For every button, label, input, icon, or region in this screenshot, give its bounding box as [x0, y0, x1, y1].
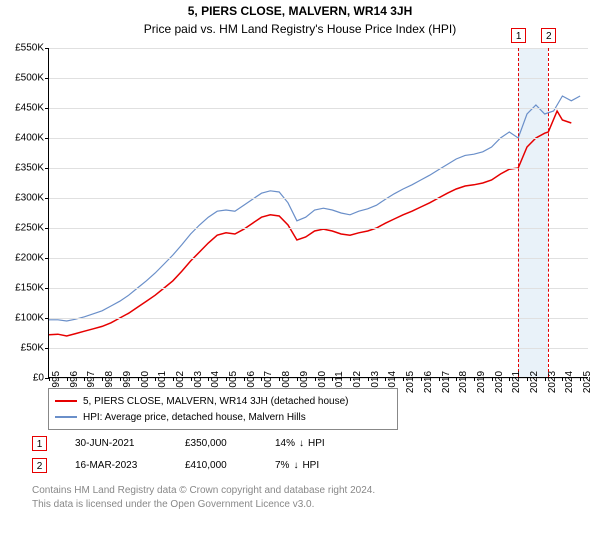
xtick-label: 2019	[476, 371, 487, 393]
ytick-label: £500K	[15, 73, 44, 84]
xtick-label: 2024	[564, 371, 575, 393]
xtick-label: 2020	[494, 371, 505, 393]
event-diff: 14% ↓ HPI	[275, 438, 395, 449]
ytick-label: £350K	[15, 163, 44, 174]
footer-line: Contains HM Land Registry data © Crown c…	[32, 484, 572, 498]
page-title: 5, PIERS CLOSE, MALVERN, WR14 3JH	[0, 0, 600, 18]
legend-item: 5, PIERS CLOSE, MALVERN, WR14 3JH (detac…	[55, 393, 391, 409]
ytick-label: £550K	[15, 43, 44, 54]
legend-swatch	[55, 416, 77, 418]
ytick-label: £200K	[15, 253, 44, 264]
marker-box-icon: 2	[541, 28, 556, 43]
xtick-label: 2017	[441, 371, 452, 393]
ytick-label: £150K	[15, 283, 44, 294]
marker-box-icon: 1	[511, 28, 526, 43]
legend: 5, PIERS CLOSE, MALVERN, WR14 3JH (detac…	[48, 388, 398, 430]
event-diff-pct: 14%	[275, 438, 295, 449]
events-table: 1 30-JUN-2021 £350,000 14% ↓ HPI 2 16-MA…	[32, 432, 572, 476]
legend-item: HPI: Average price, detached house, Malv…	[55, 409, 391, 425]
footer-line: This data is licensed under the Open Gov…	[32, 498, 572, 512]
xtick-label: 2018	[458, 371, 469, 393]
event-row: 1 30-JUN-2021 £350,000 14% ↓ HPI	[32, 432, 572, 454]
xtick-label: 2025	[582, 371, 593, 393]
page-subtitle: Price paid vs. HM Land Registry's House …	[0, 18, 600, 42]
ytick-label: £100K	[15, 313, 44, 324]
line-svg	[49, 48, 589, 378]
event-marker-icon: 1	[32, 436, 47, 451]
xtick-label: 2016	[423, 371, 434, 393]
event-price: £410,000	[185, 460, 275, 471]
ytick-label: £450K	[15, 103, 44, 114]
xtick-label: 2022	[529, 371, 540, 393]
chart-container: 5, PIERS CLOSE, MALVERN, WR14 3JH Price …	[0, 0, 600, 560]
legend-label: 5, PIERS CLOSE, MALVERN, WR14 3JH (detac…	[83, 396, 348, 407]
arrow-down-icon: ↓	[293, 460, 298, 471]
event-diff-vs: HPI	[302, 460, 319, 471]
ytick-label: £300K	[15, 193, 44, 204]
event-row: 2 16-MAR-2023 £410,000 7% ↓ HPI	[32, 454, 572, 476]
series-line	[49, 111, 571, 336]
ytick-label: £250K	[15, 223, 44, 234]
legend-label: HPI: Average price, detached house, Malv…	[83, 412, 306, 423]
event-marker-icon: 2	[32, 458, 47, 473]
event-diff-pct: 7%	[275, 460, 289, 471]
legend-swatch	[55, 400, 77, 402]
chart-area: 12 £0 £50K £100K £150K £200K £250K £300K £350K £…	[0, 42, 600, 422]
event-date: 16-MAR-2023	[75, 460, 185, 471]
xtick-label: 2023	[547, 371, 558, 393]
xtick-label: 2015	[405, 371, 416, 393]
ytick-label: £50K	[21, 343, 44, 354]
footer-attribution: Contains HM Land Registry data © Crown c…	[32, 484, 572, 511]
ytick-label: £0	[33, 373, 44, 384]
event-price: £350,000	[185, 438, 275, 449]
arrow-down-icon: ↓	[299, 438, 304, 449]
xtick-label: 2021	[511, 371, 522, 393]
event-diff: 7% ↓ HPI	[275, 460, 395, 471]
ytick-label: £400K	[15, 133, 44, 144]
event-date: 30-JUN-2021	[75, 438, 185, 449]
event-diff-vs: HPI	[308, 438, 325, 449]
plot-region: 12	[48, 48, 588, 378]
